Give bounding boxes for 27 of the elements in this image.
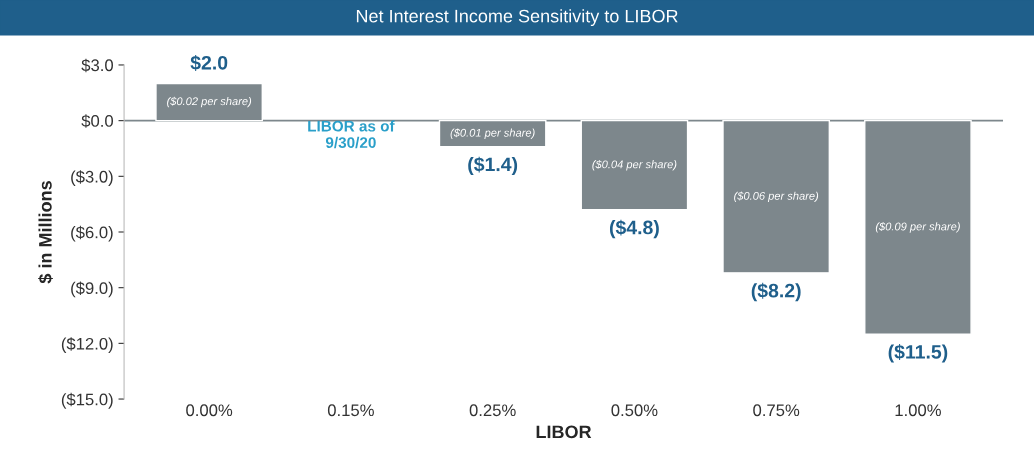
data-label: ($8.2): [751, 282, 801, 302]
annotation: ($0.09 per share): [875, 222, 960, 233]
annotation: ($0.02 per share): [167, 96, 252, 108]
x-tick-label: 0.25%: [469, 404, 516, 417]
x-tick-label: 0.15%: [327, 404, 374, 417]
y-tick-label: ($3.0): [71, 170, 113, 186]
x-tick-label: 1.00%: [895, 404, 941, 417]
x-tick-label: 0.50%: [611, 404, 658, 417]
y-tick-label: $3.0: [81, 58, 114, 73]
x-tick-label: 0.75%: [753, 404, 800, 417]
y-tick-label: ($6.0): [71, 225, 113, 242]
y-tick-label: ($9.0): [71, 281, 113, 298]
y-tick-label: $0.0: [81, 114, 114, 128]
data-label: ($1.4): [468, 156, 518, 176]
annotation: ($0.01 per share): [450, 128, 535, 139]
chart-title: Net Interest Income Sensitivity to LIBOR: [356, 9, 678, 27]
data-label: ($4.8): [609, 219, 659, 239]
data-label: $2.0: [190, 55, 228, 71]
annotation: ($0.04 per share): [592, 159, 677, 171]
data-label: ($11.5): [888, 344, 948, 363]
y-axis-title: $ in Millions: [38, 181, 53, 284]
x-tick-label: 0.00%: [186, 404, 233, 417]
annotation: ($0.06 per share): [734, 191, 819, 202]
x-axis-title: LIBOR: [536, 425, 592, 439]
y-tick-label: ($12.0): [61, 337, 113, 353]
annotation: LIBOR as of 9/30/20: [308, 120, 395, 149]
y-tick-label: ($15.0): [61, 392, 113, 409]
